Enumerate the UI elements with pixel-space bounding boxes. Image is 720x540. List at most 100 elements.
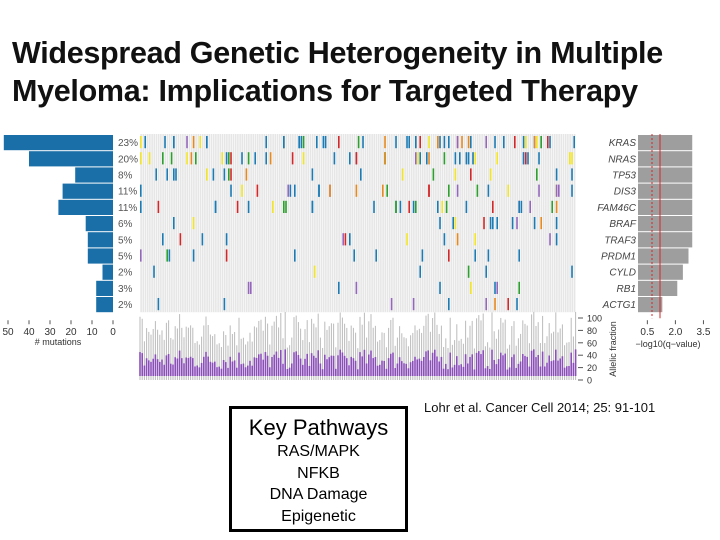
citation: Lohr et al. Cancer Cell 2014; 25: 91-101 <box>424 400 656 415</box>
mutation-tick <box>492 200 494 213</box>
mutation-tick <box>179 233 182 246</box>
gene-label: PRDM1 <box>601 252 636 263</box>
frequency-label: 23% <box>118 138 138 149</box>
af-bar <box>324 354 326 376</box>
af-bar <box>211 362 214 376</box>
af-bar <box>304 358 306 376</box>
mutation-tick <box>166 249 168 262</box>
mutation-tick <box>432 168 435 181</box>
mutation-tick <box>316 136 318 149</box>
axis-label: # mutations <box>35 337 82 347</box>
af-bar <box>317 350 319 376</box>
af-bar <box>427 350 429 376</box>
mutation-tick <box>549 136 551 149</box>
af-bar <box>370 350 372 376</box>
mutation-bar <box>62 183 113 199</box>
mutation-tick <box>230 168 232 181</box>
af-bar <box>315 357 317 376</box>
af-bar <box>225 362 227 376</box>
mutation-tick <box>459 152 461 165</box>
af-bar <box>511 357 513 376</box>
af-bar <box>442 368 445 376</box>
af-bar <box>181 358 183 376</box>
q-bar <box>638 183 693 199</box>
mutation-tick <box>254 152 256 165</box>
mutation-tick <box>186 136 188 149</box>
mutation-tick <box>465 200 468 213</box>
mutation-tick <box>256 184 259 197</box>
af-bar <box>139 352 141 376</box>
mutation-tick <box>520 200 523 213</box>
af-bar <box>379 364 381 376</box>
mutation-tick <box>518 249 520 262</box>
af-bar <box>409 362 412 376</box>
af-bar <box>365 363 368 376</box>
mutation-tick <box>272 200 274 213</box>
gene-label: BRAF <box>609 219 637 230</box>
mutation-tick <box>313 265 316 278</box>
mutation-tick <box>384 152 386 165</box>
af-bar <box>187 358 190 376</box>
af-bar <box>398 357 401 376</box>
af-bar <box>394 368 396 376</box>
mutation-tick <box>247 281 250 294</box>
af-bar <box>506 369 509 376</box>
mutation-tick <box>487 249 490 262</box>
af-bar <box>330 355 333 376</box>
mutation-tick <box>294 184 296 197</box>
mutation-tick <box>265 136 267 149</box>
af-bar <box>574 349 577 376</box>
frequency-label: 5% <box>118 235 133 246</box>
af-bar <box>293 352 295 376</box>
mutation-tick <box>190 152 193 165</box>
af-bar <box>227 367 229 376</box>
af-bar <box>517 363 520 376</box>
gene-label: NRAS <box>608 154 636 165</box>
af-bar <box>513 354 515 376</box>
af-bar <box>497 359 500 376</box>
gene-label: CYLD <box>609 268 636 279</box>
pathway: Epigenetic <box>281 507 356 525</box>
af-bar <box>233 360 236 376</box>
mutation-tick <box>384 136 386 149</box>
mutation-tick <box>399 200 402 213</box>
q-bar <box>638 199 693 215</box>
mutation-tick <box>474 233 476 246</box>
af-bar <box>376 365 379 376</box>
mutation-tick <box>470 168 472 181</box>
mutation-tick <box>454 152 457 165</box>
mutation-tick <box>333 152 336 165</box>
af-bar <box>460 364 462 376</box>
af-bar <box>493 360 495 376</box>
af-bar <box>222 360 225 376</box>
af-bar <box>453 364 456 376</box>
mutation-tick <box>448 136 450 149</box>
mutation-tick <box>448 298 450 311</box>
af-bar <box>163 364 165 376</box>
af-bar <box>148 360 150 376</box>
af-bar <box>247 365 249 376</box>
af-bar <box>183 363 185 376</box>
mutation-tick <box>269 152 272 165</box>
af-bar <box>423 357 425 376</box>
mutation-tick <box>206 168 208 181</box>
af-bar <box>326 359 328 376</box>
af-bar <box>156 359 159 376</box>
mutation-tick <box>536 168 538 181</box>
mutation-tick <box>375 249 377 262</box>
af-bar <box>559 358 561 376</box>
mutation-bar <box>87 248 113 264</box>
mutation-tick <box>419 265 421 278</box>
af-bar <box>447 369 449 376</box>
af-bar <box>236 367 238 376</box>
mutation-tick <box>223 298 226 311</box>
mutation-tick <box>206 136 208 149</box>
mutation-tick <box>283 136 285 149</box>
af-bar <box>205 351 207 376</box>
mutation-tick <box>247 200 250 213</box>
tick-label: 40 <box>23 327 35 338</box>
title-line: Widespread Genetic Heterogeneity in Mult… <box>12 36 663 70</box>
af-bar <box>167 353 170 376</box>
af-bar <box>218 366 220 376</box>
af-bar <box>282 363 284 376</box>
